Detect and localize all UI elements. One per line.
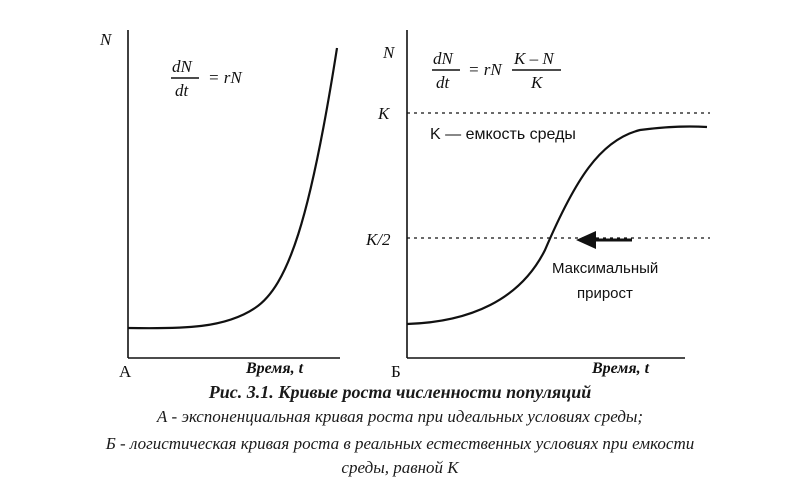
panel-b-formula: dN dt = rN K – N K <box>432 49 561 92</box>
panel-b-max-growth-line1: Максимальный <box>552 260 658 277</box>
panel-b-max-growth-line2: прирост <box>577 285 633 302</box>
panel-b-capacity-note: K — емкость среды <box>430 126 576 143</box>
panel-a-x-label: Время, t <box>245 360 304 377</box>
panel-b-formula-frac-denominator: K <box>530 73 544 92</box>
panel-b-tick-k-half: K/2 <box>365 230 391 249</box>
figure-caption-title: Рис. 3.1. Кривые роста численности попул… <box>208 382 592 402</box>
panel-b-formula-frac-numerator: K – N <box>513 49 555 68</box>
panel-b-formula-denominator: dt <box>436 73 451 92</box>
panel-a-formula-denominator: dt <box>175 81 190 100</box>
panel-a <box>127 30 340 359</box>
panel-a-formula: dN dt = rN <box>171 57 243 100</box>
panel-b <box>406 30 710 359</box>
panel-b-logistic-curve <box>406 125 708 326</box>
left-arrow-icon <box>576 231 632 249</box>
panel-b-letter: Б <box>391 362 401 381</box>
panel-a-exponential-curve <box>127 47 339 330</box>
figure-caption-line-a: А - экспоненциальная кривая роста при ид… <box>156 407 644 426</box>
panel-b-tick-k: K <box>377 104 391 123</box>
panel-b-formula-rhs-prefix: = rN <box>468 60 503 79</box>
figure-caption-line-b2: среды, равной К <box>341 458 459 477</box>
panel-a-letter: А <box>119 362 132 381</box>
figure-caption-line-b1: Б - логистическая кривая роста в реальны… <box>105 434 695 453</box>
panel-b-formula-numerator: dN <box>433 49 455 68</box>
panel-a-formula-rhs: = rN <box>208 68 243 87</box>
panel-a-y-label: N <box>99 30 113 49</box>
panel-b-x-label: Время, t <box>591 360 650 377</box>
panel-a-formula-numerator: dN <box>172 57 194 76</box>
panel-b-y-label: N <box>382 43 396 62</box>
